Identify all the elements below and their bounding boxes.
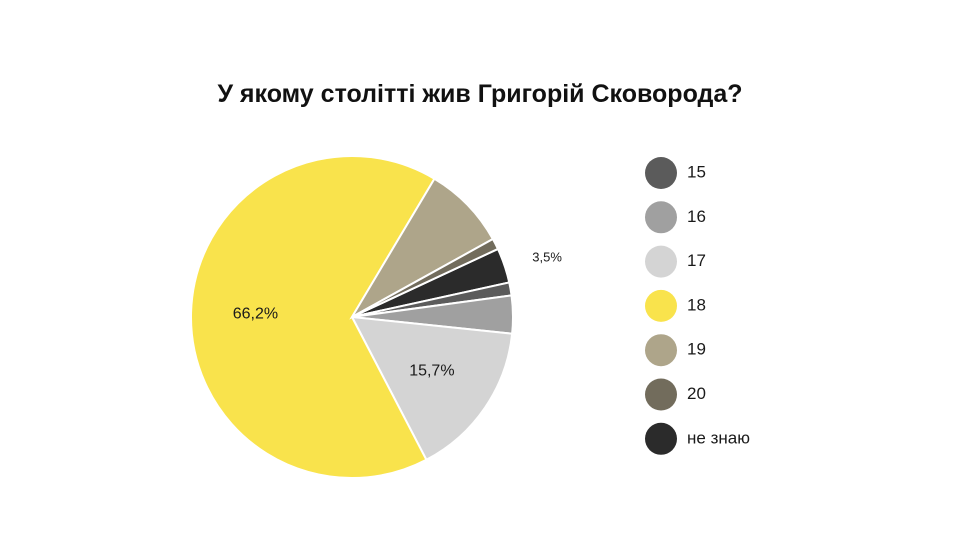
legend-swatch-15 bbox=[645, 157, 677, 189]
legend-item-16: 16 bbox=[645, 201, 706, 234]
legend-item-не-знаю: не знаю bbox=[645, 422, 750, 455]
legend-label-15: 15 bbox=[687, 162, 706, 181]
data-label-17: 15,7% bbox=[409, 363, 454, 380]
pie-slice-17 bbox=[350, 315, 514, 462]
legend-swatch-17 bbox=[645, 245, 677, 278]
legend-swatch-20 bbox=[645, 378, 677, 411]
pie-slices bbox=[190, 155, 514, 479]
data-label-18: 66,2% bbox=[233, 305, 278, 322]
legend-item-17: 17 bbox=[645, 245, 706, 278]
legend-item-18: 18 bbox=[645, 289, 706, 322]
legend-label-19: 19 bbox=[687, 340, 706, 359]
legend-label-не-знаю: не знаю bbox=[687, 428, 750, 447]
legend-swatch-19 bbox=[645, 334, 677, 367]
pie-data-labels: 66,2% 15,7% 3,5% bbox=[233, 249, 563, 379]
chart-title: У якому столітті жив Григорій Сковорода? bbox=[217, 80, 743, 108]
legend-label-20: 20 bbox=[687, 384, 706, 403]
legend-label-18: 18 bbox=[687, 295, 706, 314]
legend-swatch-16 bbox=[645, 201, 677, 234]
legend-swatch-не-знаю bbox=[645, 422, 677, 455]
legend-label-17: 17 bbox=[687, 251, 706, 270]
pie-slice-18 bbox=[190, 155, 436, 479]
data-label-не-знаю: 3,5% bbox=[532, 249, 562, 264]
legend-label-16: 16 bbox=[687, 207, 706, 226]
legend-item-19: 19 bbox=[645, 334, 706, 367]
legend-swatch-18 bbox=[645, 289, 677, 322]
pie-slice-19 bbox=[349, 177, 495, 320]
pie-slice-20 bbox=[351, 237, 500, 318]
legend: 15 16 17 18 19 20 не знаю bbox=[645, 157, 750, 455]
legend-item-20: 20 bbox=[645, 378, 706, 411]
legend-item-15: 15 bbox=[645, 157, 706, 189]
